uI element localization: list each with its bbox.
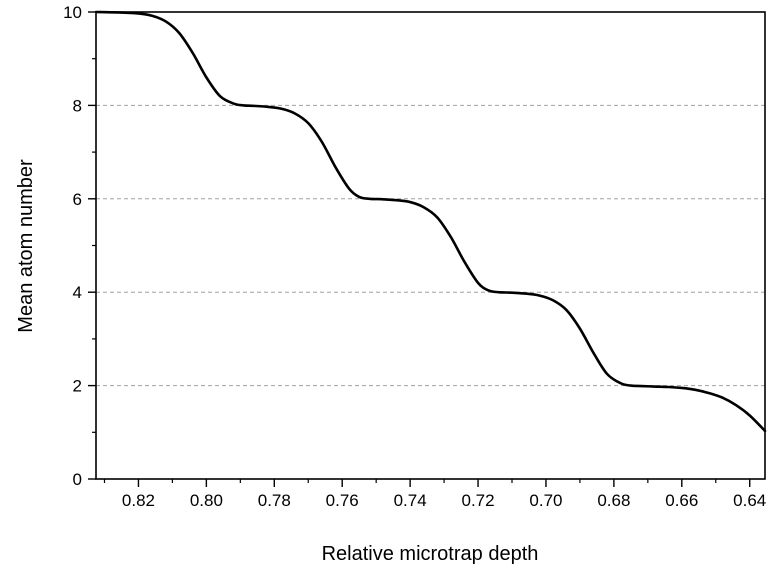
y-tick-label: 0 bbox=[73, 470, 82, 489]
grid-lines bbox=[96, 104, 765, 387]
plot-area bbox=[94, 10, 767, 433]
plot-frame bbox=[95, 11, 766, 480]
x-tick-label: 0.68 bbox=[597, 491, 630, 510]
y-tick-label: 6 bbox=[73, 190, 82, 209]
x-tick-label: 0.72 bbox=[461, 491, 494, 510]
y-tick-label: 10 bbox=[63, 3, 82, 22]
series-line-0 bbox=[94, 10, 767, 433]
x-axis: 0.82 0.80 0.78 0.76 0.74 0.72 0.70 0.68 0.66 0.64 bbox=[103, 479, 766, 510]
y-tick-label: 8 bbox=[73, 96, 82, 115]
y-axis-title: Mean atom number bbox=[15, 159, 37, 333]
x-tick-label: 0.78 bbox=[258, 491, 291, 510]
x-tick-label: 0.76 bbox=[326, 491, 359, 510]
x-tick-label: 0.82 bbox=[122, 491, 155, 510]
x-tick-label: 0.80 bbox=[190, 491, 223, 510]
x-tick-label: 0.74 bbox=[394, 491, 427, 510]
y-tick-label: 4 bbox=[73, 283, 82, 302]
x-tick-label: 0.64 bbox=[733, 491, 766, 510]
x-axis-title: Relative microtrap depth bbox=[322, 543, 539, 565]
x-tick-label: 0.66 bbox=[665, 491, 698, 510]
y-tick-label: 2 bbox=[73, 377, 82, 396]
y-axis: 0 2 4 6 8 10 bbox=[63, 3, 96, 489]
x-tick-label: 0.70 bbox=[529, 491, 562, 510]
